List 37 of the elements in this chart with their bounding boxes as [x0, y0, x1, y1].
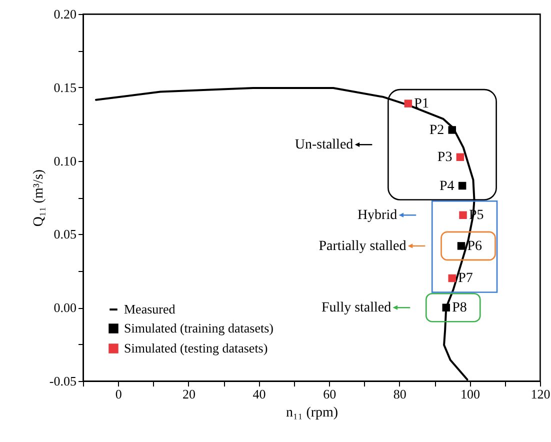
x-tick-label: 0	[115, 386, 122, 402]
x-tick-label: 100	[460, 386, 480, 402]
x-tick-label: 60	[323, 386, 336, 402]
legend-label: Simulated (testing datasets)	[124, 340, 268, 356]
point	[459, 211, 467, 219]
y-tick-label: 0.15	[54, 80, 76, 95]
point	[448, 126, 456, 134]
x-tick-label: 20	[182, 386, 196, 402]
point	[442, 304, 450, 312]
y-tick-label: 0.05	[54, 226, 76, 242]
annotation: Partially stalled	[318, 238, 406, 254]
annotation: P7	[458, 271, 473, 286]
annotation: P4	[440, 178, 454, 194]
annotation: P8	[452, 300, 467, 316]
y-tick-label: 0.00	[54, 300, 76, 316]
point	[456, 153, 464, 162]
point	[458, 182, 466, 190]
y-tick-label: 0.10	[54, 153, 76, 168]
annotation: P3	[437, 150, 452, 166]
y-tick-label: -0.05	[49, 374, 76, 388]
point	[457, 242, 466, 250]
annotation: Un-stalled	[294, 138, 354, 153]
point	[404, 100, 412, 108]
annotation: P2	[429, 122, 444, 138]
point	[448, 274, 456, 282]
annotation: Hybrid	[357, 208, 398, 224]
legend-label: Measured	[124, 302, 176, 316]
annotation: P1	[414, 96, 429, 112]
legend-label: Simulated (training datasets)	[124, 320, 274, 336]
y-axis-title: Q₁₁ (m³/s)	[31, 169, 46, 227]
y-tick-label: 0.20	[54, 6, 76, 22]
annotation: Fully stalled	[322, 300, 392, 316]
x-axis-title: n₁₁ (rpm)	[286, 406, 338, 420]
x-tick-label: 40	[252, 386, 266, 402]
x-tick-label: 80	[393, 386, 406, 402]
x-tick-label: 120	[530, 386, 550, 402]
annotation: P6	[467, 238, 482, 254]
